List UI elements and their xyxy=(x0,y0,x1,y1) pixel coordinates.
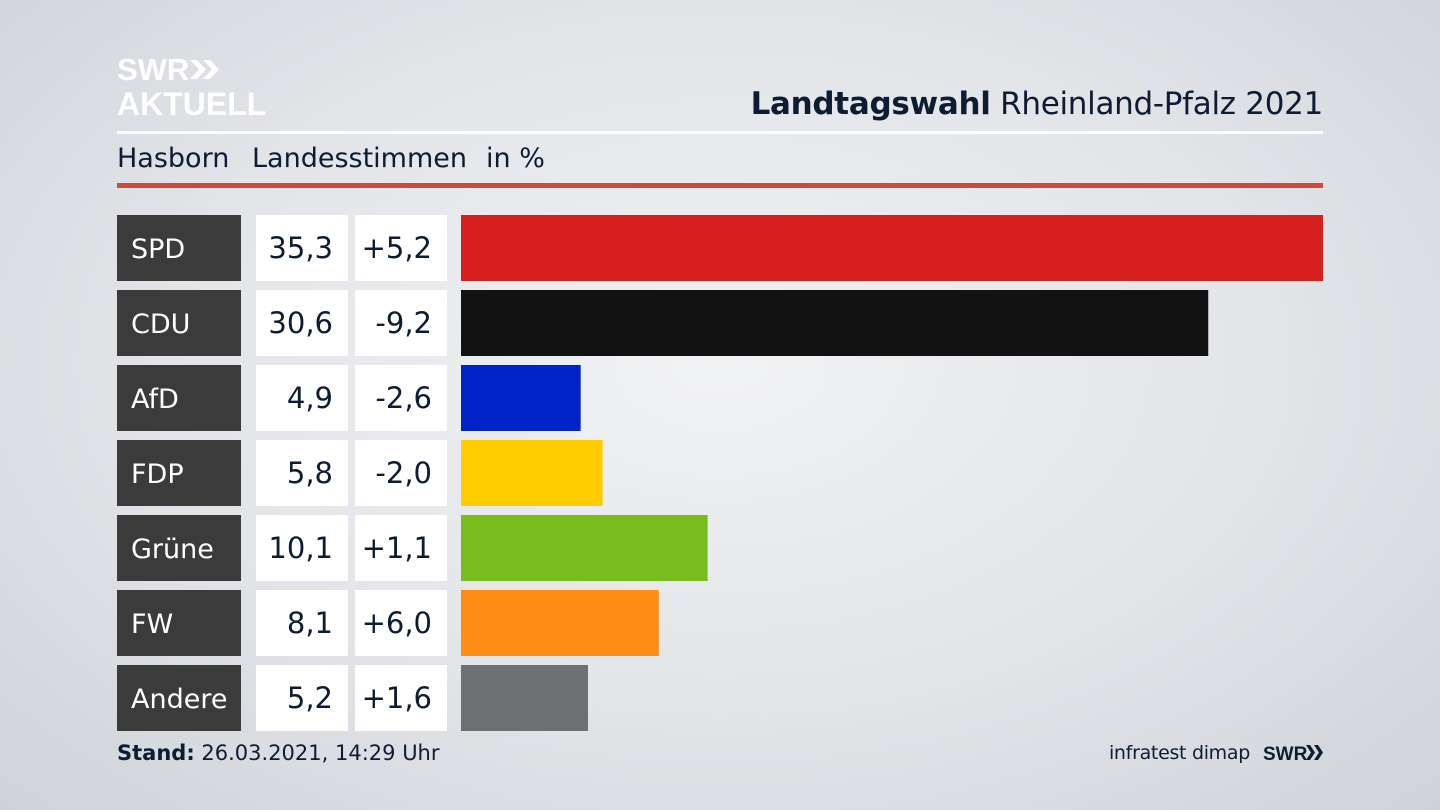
subheader-divider xyxy=(117,183,1323,188)
bar xyxy=(461,290,1209,356)
bar xyxy=(461,215,1323,281)
bar xyxy=(461,440,603,506)
party-box xyxy=(117,290,241,356)
value-label: 5,2 xyxy=(287,681,333,715)
party-label: Andere xyxy=(131,684,227,715)
change-label: -2,6 xyxy=(375,381,432,415)
bar xyxy=(461,515,708,581)
bar xyxy=(461,365,581,431)
party-box xyxy=(117,665,241,731)
party-box xyxy=(117,215,241,281)
change-box xyxy=(355,215,447,281)
value-box xyxy=(256,515,348,581)
party-label: Grüne xyxy=(131,534,214,565)
logo-chevrons-icon xyxy=(190,60,219,79)
party-label: CDU xyxy=(131,309,190,340)
party-label: SPD xyxy=(131,234,185,265)
title-bold: Landtagswahl xyxy=(750,86,991,122)
value-label: 4,9 xyxy=(287,381,333,415)
value-label: 5,8 xyxy=(287,456,333,490)
stand-label: Stand: xyxy=(117,741,195,765)
change-label: +1,1 xyxy=(362,531,432,565)
swr-chevrons-icon xyxy=(1306,745,1323,760)
bar xyxy=(461,665,588,731)
title-rest: Rheinland-Pfalz 2021 xyxy=(1000,86,1323,122)
value-label: 35,3 xyxy=(268,231,333,265)
change-box xyxy=(355,590,447,656)
value-box xyxy=(256,590,348,656)
party-label: AfD xyxy=(131,384,179,415)
party-box xyxy=(117,515,241,581)
value-label: 8,1 xyxy=(287,606,333,640)
value-box xyxy=(256,215,348,281)
change-box xyxy=(355,290,447,356)
bar xyxy=(461,590,659,656)
swr-logo: SWR xyxy=(1263,744,1323,765)
change-box xyxy=(355,365,447,431)
location-label: Hasborn xyxy=(117,143,230,174)
value-box xyxy=(256,665,348,731)
change-box xyxy=(355,665,447,731)
party-box xyxy=(117,365,241,431)
change-label: +6,0 xyxy=(362,606,432,640)
vote-type-label: Landesstimmen xyxy=(252,143,467,174)
logo-line1: SWR xyxy=(117,54,189,87)
logo-line2: AKTUELL xyxy=(117,86,266,118)
change-label: +5,2 xyxy=(362,231,432,265)
page-title: Landtagswahl Rheinland-Pfalz 2021 xyxy=(750,86,1324,122)
party-box xyxy=(117,590,241,656)
value-label: 10,1 xyxy=(268,531,333,565)
unit-label: in % xyxy=(486,143,545,174)
value-box xyxy=(256,365,348,431)
party-label: FW xyxy=(131,609,173,640)
change-box xyxy=(355,515,447,581)
change-label: +1,6 xyxy=(362,681,432,715)
stand-value: 26.03.2021, 14:29 Uhr xyxy=(201,741,440,765)
source-label: infratest dimap xyxy=(1108,742,1250,764)
change-label: -2,0 xyxy=(375,456,432,490)
value-box xyxy=(256,440,348,506)
timestamp: Stand: 26.03.2021, 14:29 Uhr xyxy=(117,741,440,765)
value-label: 30,6 xyxy=(268,306,333,340)
change-box xyxy=(355,440,447,506)
value-box xyxy=(256,290,348,356)
change-label: -9,2 xyxy=(375,306,432,340)
swr-logo-text: SWR xyxy=(1263,744,1308,765)
swr-aktuell-logo: SWR AKTUELL xyxy=(117,54,266,118)
party-label: FDP xyxy=(131,459,184,490)
header-divider xyxy=(117,131,1323,134)
party-box xyxy=(117,440,241,506)
